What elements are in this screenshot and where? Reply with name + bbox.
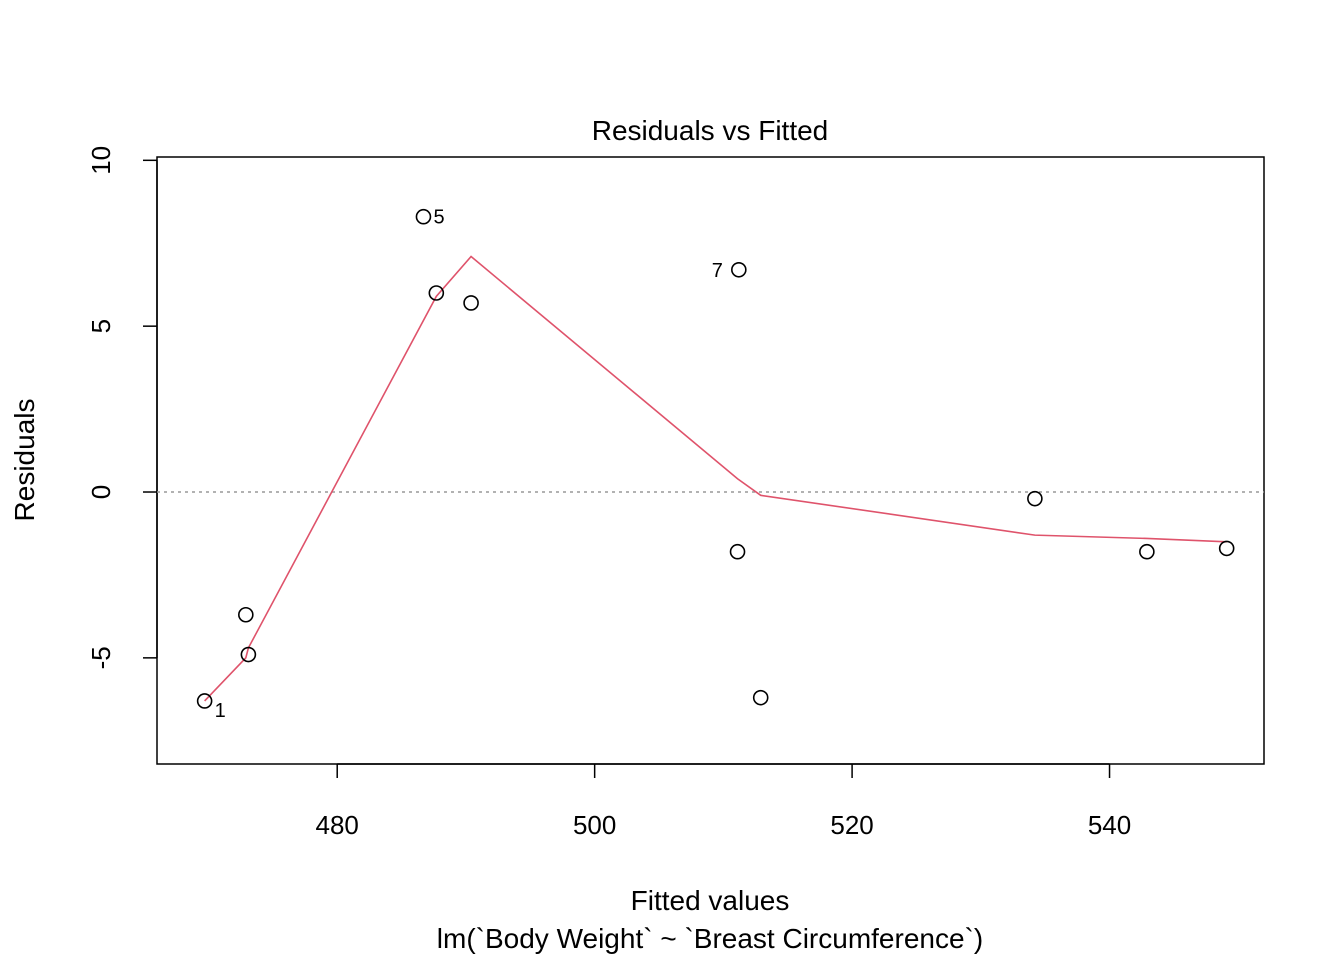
data-point (1139, 543, 1155, 560)
data-point (752, 689, 769, 706)
data-point (1218, 540, 1235, 557)
smoother-line (204, 255, 1227, 702)
data-point (240, 646, 257, 663)
y-tick-label: 10 (86, 146, 116, 175)
data-points: 1 5 7 (196, 207, 1235, 722)
plot-frame (156, 156, 1265, 765)
chart-title: Residuals vs Fitted (592, 115, 829, 146)
data-point (238, 606, 254, 623)
point-label: 7 (712, 260, 723, 282)
x-tick-label: 480 (316, 810, 359, 840)
data-point (463, 295, 479, 311)
y-tick-label: -5 (86, 646, 116, 669)
data-point (1027, 490, 1043, 507)
data-point (731, 261, 747, 278)
point-label: 1 (215, 700, 226, 722)
data-point (196, 693, 213, 709)
y-axis-label: Residuals (9, 399, 40, 522)
x-tick-label: 500 (573, 810, 616, 840)
data-point (729, 543, 746, 560)
y-tick-label: 5 (86, 319, 116, 333)
x-tick-label: 520 (830, 810, 873, 840)
data-point (428, 285, 445, 301)
x-axis: 480 500 520 540 (316, 763, 1131, 840)
data-point (415, 208, 432, 225)
model-formula-subtitle: lm(`Body Weight` ~ `Breast Circumference… (437, 923, 983, 954)
point-label: 5 (433, 207, 444, 229)
x-axis-label: Fitted values (631, 885, 790, 916)
x-tick-label: 540 (1088, 810, 1131, 840)
y-axis: -5 0 5 10 (86, 146, 158, 669)
y-tick-label: 0 (86, 485, 116, 499)
